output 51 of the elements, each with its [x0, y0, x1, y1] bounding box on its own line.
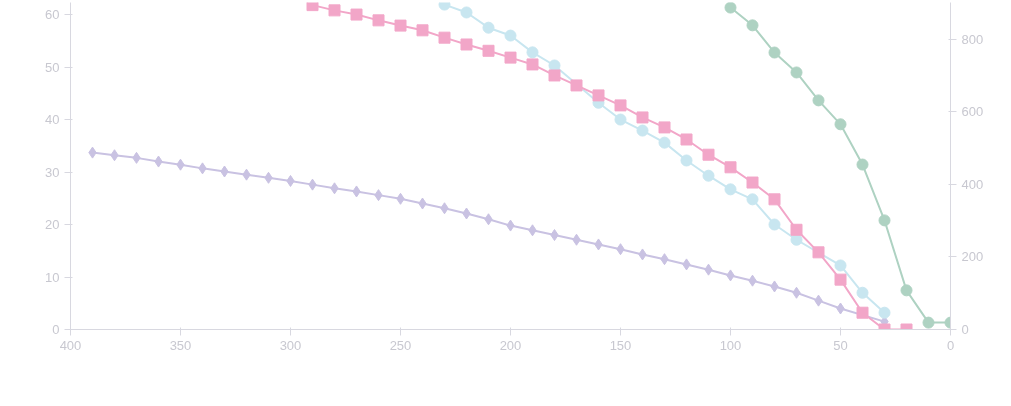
point — [834, 259, 847, 272]
point — [680, 133, 693, 146]
point — [614, 113, 627, 126]
point — [526, 58, 539, 71]
point — [856, 158, 869, 171]
point — [372, 14, 385, 27]
point — [768, 46, 781, 59]
point — [834, 118, 847, 131]
point — [394, 19, 407, 32]
point — [768, 193, 781, 206]
point — [834, 273, 847, 286]
point — [702, 148, 715, 161]
point — [900, 284, 913, 297]
point — [790, 66, 803, 79]
point — [746, 176, 759, 189]
point — [328, 4, 341, 17]
point — [306, 2, 319, 12]
point — [504, 29, 517, 42]
point — [746, 193, 759, 206]
point — [856, 286, 869, 299]
point — [658, 121, 671, 134]
point — [460, 38, 473, 51]
point — [856, 306, 869, 319]
point — [482, 21, 495, 34]
point — [526, 46, 539, 59]
point — [350, 8, 363, 21]
point — [812, 246, 825, 259]
point — [768, 218, 781, 231]
point — [614, 99, 627, 112]
point — [724, 2, 737, 14]
point — [702, 169, 715, 182]
point — [570, 79, 583, 92]
point — [636, 111, 649, 124]
point — [878, 306, 891, 319]
point — [548, 69, 561, 82]
point — [658, 136, 671, 149]
point — [680, 154, 693, 167]
point — [504, 51, 517, 64]
point — [460, 6, 473, 19]
point — [922, 316, 935, 329]
point — [438, 31, 451, 44]
point — [416, 24, 429, 37]
point — [724, 161, 737, 174]
point — [592, 89, 605, 102]
point — [746, 19, 759, 32]
point — [812, 94, 825, 107]
point — [724, 183, 737, 196]
point — [482, 44, 495, 57]
point — [636, 124, 649, 137]
point — [790, 223, 803, 236]
point — [878, 214, 891, 227]
